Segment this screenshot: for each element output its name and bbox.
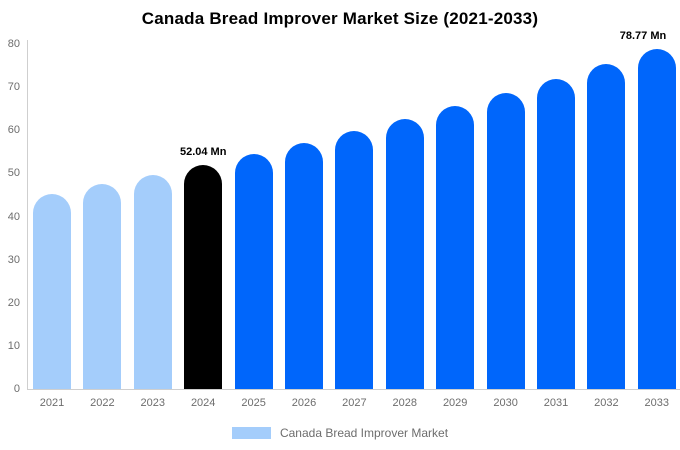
x-tick-label: 2023 — [140, 397, 166, 409]
bar-2028[interactable] — [385, 119, 424, 389]
y-tick-label: 20 — [7, 296, 20, 309]
bar-2021[interactable] — [33, 193, 71, 389]
bar-2032[interactable] — [587, 64, 626, 389]
bar-2031[interactable] — [537, 78, 575, 389]
x-tick-label: 2030 — [493, 397, 518, 409]
bar-2023[interactable] — [133, 174, 172, 389]
y-tick-label: 10 — [7, 339, 20, 352]
x-tick-label: 2021 — [39, 397, 65, 409]
bar-2030[interactable] — [486, 92, 525, 389]
x-tick-label: 2027 — [342, 397, 367, 409]
y-tick-label: 80 — [7, 38, 20, 50]
bar-2033[interactable] — [637, 49, 676, 389]
y-axis-line — [27, 40, 28, 389]
legend-label: Canada Bread Improver Market — [279, 426, 449, 440]
y-tick-label: 40 — [7, 210, 20, 223]
y-tick-label: 50 — [7, 167, 20, 180]
legend-swatch-icon — [231, 427, 271, 439]
x-tick-label: 2024 — [190, 397, 216, 409]
x-tick-label: 2026 — [291, 397, 317, 409]
bar-2026[interactable] — [285, 142, 323, 389]
y-tick-label: 70 — [7, 81, 20, 94]
x-tick-label: 2029 — [442, 397, 468, 409]
x-axis-line — [27, 389, 680, 390]
x-tick-label: 2022 — [90, 397, 115, 409]
bar-2029[interactable] — [436, 106, 475, 389]
y-tick-label: 30 — [7, 253, 20, 266]
x-tick-label: 2033 — [644, 397, 670, 409]
bar-2024[interactable] — [184, 164, 223, 389]
y-tick-label: 0 — [13, 383, 20, 395]
chart-title: Canada Bread Improver Market Size (2021-… — [141, 9, 539, 28]
x-tick-label: 2032 — [594, 397, 619, 409]
x-tick-label: 2031 — [543, 397, 569, 409]
x-tick-label: 2025 — [241, 397, 266, 409]
y-tick-label: 60 — [7, 124, 20, 137]
x-tick-label: 2028 — [392, 397, 418, 409]
bar-2027[interactable] — [335, 131, 374, 389]
bar-value-label-2024: 52.04 Mn — [179, 145, 227, 158]
bar-value-label-2033: 78.77 Mn — [619, 30, 667, 43]
legend: Canada Bread Improver Market — [0, 424, 680, 442]
bar-2025[interactable] — [234, 153, 273, 389]
legend-item[interactable]: Canada Bread Improver Market — [231, 426, 449, 440]
bar-2022[interactable] — [83, 184, 122, 389]
